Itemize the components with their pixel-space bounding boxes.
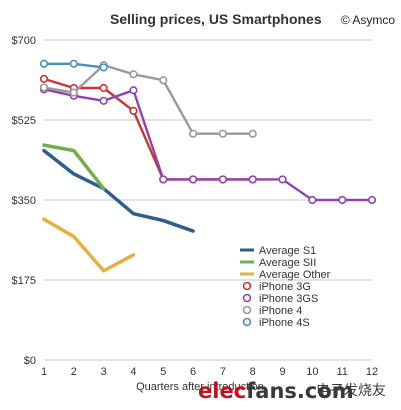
x-tick-label: 9 <box>279 366 285 378</box>
series-average-s1 <box>42 148 195 233</box>
x-tick-label: 1 <box>41 366 47 378</box>
data-point <box>129 70 138 79</box>
chart-title: Selling prices, US Smartphones <box>110 11 322 27</box>
watermark: elecfans.com 电子发烧友 <box>198 379 386 403</box>
x-tick-label: 3 <box>101 366 107 378</box>
legend-label: Average Other <box>259 269 331 281</box>
data-point <box>338 195 347 205</box>
legend-marker <box>242 281 252 291</box>
y-tick-label: $700 <box>12 35 36 47</box>
data-point <box>69 59 78 68</box>
x-tick-label: 10 <box>306 366 318 378</box>
series-line <box>42 88 374 202</box>
y-tick-label: $350 <box>12 195 36 207</box>
legend-item: Average S1 <box>240 245 316 257</box>
legend-item: Average Other <box>240 269 331 281</box>
data-point <box>129 106 138 115</box>
watermark-brand-b: fans <box>246 379 297 403</box>
legend-marker <box>242 305 252 315</box>
chart-source: © Asymco <box>341 13 396 27</box>
data-point <box>129 86 138 95</box>
legend-label: iPhone 4S <box>259 317 310 329</box>
legend-label: iPhone 3GS <box>259 293 318 305</box>
x-tick-label: 7 <box>220 366 226 378</box>
legend-label: Average SII <box>259 257 316 269</box>
data-point <box>39 83 49 92</box>
legend-item: iPhone 4S <box>242 317 310 329</box>
y-tick-label: $525 <box>12 115 36 127</box>
x-tick-label: 5 <box>160 366 166 378</box>
legend-item: Average SII <box>240 257 316 269</box>
watermark-brand-a: elec <box>198 379 246 403</box>
data-point <box>99 96 108 105</box>
x-tick-label: 8 <box>250 366 256 378</box>
gridlines <box>44 39 372 361</box>
data-point <box>159 76 168 85</box>
data-point <box>69 88 78 97</box>
legend-marker <box>242 293 252 303</box>
series-line <box>42 63 254 135</box>
data-point <box>39 59 49 68</box>
series-average-other <box>42 217 136 273</box>
series-line <box>42 217 136 273</box>
data-point <box>39 74 49 83</box>
legend-label: Average S1 <box>259 245 316 257</box>
data-point <box>308 195 317 205</box>
series-iphone-4s <box>39 59 108 72</box>
y-axis-ticks: $0 $175 $350 $525 $700 <box>12 35 36 367</box>
data-point <box>367 195 377 205</box>
series-average-sii <box>42 143 106 191</box>
data-point <box>248 129 257 138</box>
x-axis-label: Quarters after introduction <box>136 381 264 393</box>
legend-marker <box>242 317 252 327</box>
y-tick-label: $175 <box>12 275 36 287</box>
x-axis-ticks: 1 2 3 4 5 6 7 8 9 10 11 12 <box>41 366 378 378</box>
y-tick-label: $0 <box>24 355 36 367</box>
series-line <box>42 148 195 233</box>
x-tick-label: 12 <box>366 366 378 378</box>
watermark-cn: 电子发烧友 <box>316 383 386 399</box>
x-tick-label: 11 <box>336 366 347 378</box>
data-point <box>188 129 198 138</box>
series-group <box>39 59 377 273</box>
data-point <box>159 175 168 184</box>
data-point <box>99 83 108 93</box>
data-point <box>218 175 228 184</box>
legend-item: iPhone 3GS <box>242 293 318 305</box>
legend-item: iPhone 4 <box>242 305 302 317</box>
data-point <box>278 175 287 184</box>
x-tick-label: 2 <box>71 366 77 378</box>
data-point <box>248 175 257 184</box>
watermark-brand-c: .com <box>297 379 354 403</box>
data-point <box>99 63 108 72</box>
svg-text:elecfans.com: elecfans.com <box>198 379 354 403</box>
legend-label: iPhone 3G <box>259 281 311 293</box>
x-tick-label: 4 <box>130 366 136 378</box>
legend-item: iPhone 3G <box>242 281 311 293</box>
data-point <box>218 129 228 138</box>
x-tick-label: 6 <box>190 366 196 378</box>
data-point <box>188 175 198 184</box>
series-line <box>42 143 106 191</box>
series-iphone-3gs <box>39 85 377 205</box>
legend-label: iPhone 4 <box>259 305 302 317</box>
